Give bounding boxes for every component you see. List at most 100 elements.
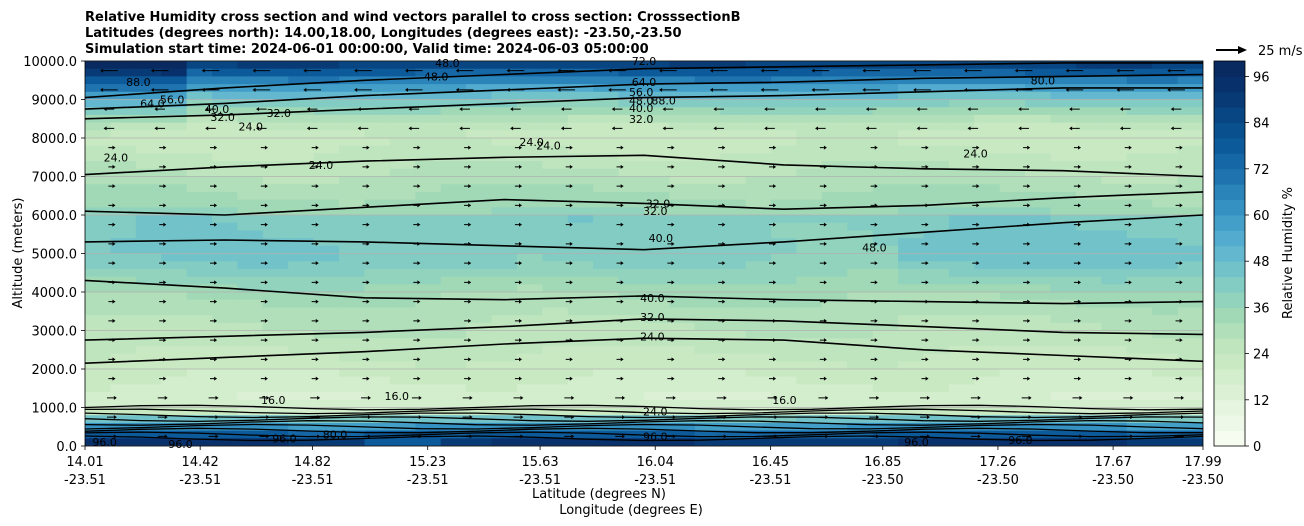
humidity-cell [923,91,950,101]
humidity-cell [898,438,925,446]
humidity-cell [1126,61,1153,70]
humidity-cell [771,122,798,131]
humidity-cell [135,230,162,239]
humidity-cell [491,222,518,231]
colorbar-segment [1214,399,1245,416]
humidity-cell [821,238,848,247]
humidity-cell [923,76,950,85]
humidity-cell [237,407,264,416]
humidity-cell [542,207,569,216]
humidity-cell [339,230,366,239]
humidity-cell [364,430,391,439]
humidity-cell [313,261,340,270]
wind-arrowhead [315,261,319,266]
humidity-cell [415,207,442,216]
humidity-cell [440,315,467,324]
humidity-cell [669,207,696,216]
humidity-cell [923,376,950,385]
humidity-cell [186,107,213,116]
humidity-cell [288,392,315,401]
wind-arrowhead [163,280,167,285]
humidity-cell [1050,422,1077,432]
contour-line [85,73,1203,110]
humidity-cell [796,184,823,193]
humidity-cell [669,261,696,270]
humidity-cell [796,292,823,301]
humidity-cell [262,338,289,347]
humidity-cell [262,114,289,124]
humidity-cell [1101,138,1128,147]
humidity-cell [313,330,340,339]
humidity-cell [135,276,162,285]
contour-label: 32.0 [643,205,668,218]
humidity-cell [821,415,848,424]
humidity-cell [491,338,518,347]
humidity-cell [999,376,1026,385]
y-tick-label: 8000.0 [32,132,78,147]
humidity-cell [85,138,112,147]
wind-arrowhead [874,145,878,150]
humidity-cell [440,215,467,224]
humidity-cell [212,245,239,255]
humidity-cell [1050,407,1077,416]
humidity-cell [1025,276,1052,285]
wind-arrowhead [760,87,764,92]
humidity-cell [694,222,721,231]
humidity-cell [466,138,493,147]
humidity-cell [1177,376,1203,385]
humidity-cell [389,369,416,378]
humidity-cell [821,99,848,108]
humidity-cell [135,392,162,401]
humidity-cell [415,253,442,262]
humidity-cell [212,199,239,208]
humidity-cell [339,122,366,131]
wind-arrowhead [709,68,713,73]
x-tick-label-lon: -23.51 [519,473,561,488]
humidity-cell [288,268,315,278]
humidity-cell [1177,99,1203,108]
colorbar-segment [1214,138,1245,154]
humidity-cell [186,361,213,370]
humidity-cell [694,430,721,439]
humidity-cell [135,430,162,439]
humidity-cell [466,361,493,370]
humidity-cell [694,284,721,293]
humidity-cell [288,422,315,432]
wind-arrowhead [976,357,980,362]
humidity-cell [389,338,416,347]
contour-label: 96.0 [272,432,297,445]
humidity-cell [923,384,950,393]
humidity-cell [161,330,188,339]
humidity-cell [1101,430,1128,439]
humidity-cell [85,422,112,432]
humidity-cell [796,315,823,324]
humidity-cell [821,84,848,93]
wind-arrowhead [214,376,218,381]
humidity-cell [923,230,950,239]
colorbar-segment [1214,107,1245,124]
humidity-cell [1177,322,1203,332]
humidity-cell [694,176,721,185]
humidity-cell [1075,161,1102,170]
humidity-cell [1075,284,1102,293]
humidity-cell [186,292,213,301]
humidity-cell [1050,222,1077,231]
humidity-cell [364,222,391,231]
humidity-cell [999,384,1026,393]
humidity-cell [872,107,899,116]
humidity-cell [135,130,162,139]
humidity-cell [313,222,340,231]
humidity-cell [745,345,772,355]
humidity-cell [720,438,747,446]
humidity-cell [262,253,289,262]
humidity-cell [313,338,340,347]
humidity-cell [1177,345,1203,355]
humidity-cell [161,322,188,332]
humidity-cell [821,253,848,262]
humidity-cell [516,238,543,247]
humidity-cell [313,276,340,285]
humidity-cell [262,261,289,270]
humidity-cell [948,184,975,193]
humidity-cell [1050,438,1077,446]
colorbar-tick-label: 96 [1253,70,1270,85]
